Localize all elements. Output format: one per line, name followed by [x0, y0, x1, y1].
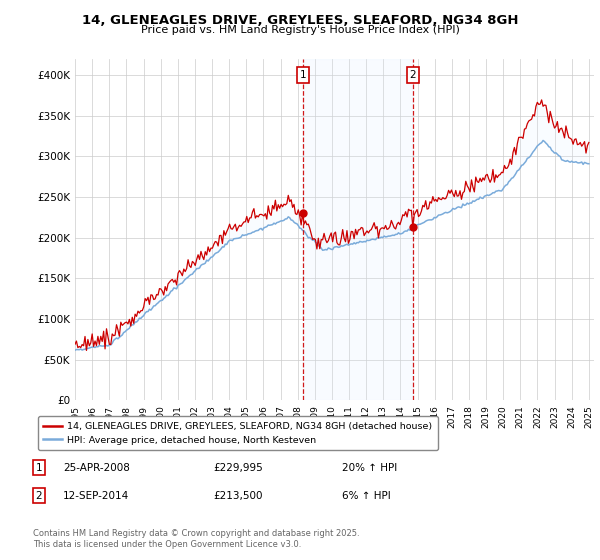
Text: 14, GLENEAGLES DRIVE, GREYLEES, SLEAFORD, NG34 8GH: 14, GLENEAGLES DRIVE, GREYLEES, SLEAFORD… — [82, 14, 518, 27]
Text: Price paid vs. HM Land Registry's House Price Index (HPI): Price paid vs. HM Land Registry's House … — [140, 25, 460, 35]
Bar — [303, 59, 413, 400]
Legend: 14, GLENEAGLES DRIVE, GREYLEES, SLEAFORD, NG34 8GH (detached house), HPI: Averag: 14, GLENEAGLES DRIVE, GREYLEES, SLEAFORD… — [38, 416, 438, 450]
Text: £213,500: £213,500 — [213, 491, 263, 501]
Text: 1: 1 — [35, 463, 43, 473]
Text: 2: 2 — [35, 491, 43, 501]
Text: 12-SEP-2014: 12-SEP-2014 — [63, 491, 129, 501]
Text: 2: 2 — [409, 70, 416, 80]
Text: 6% ↑ HPI: 6% ↑ HPI — [342, 491, 391, 501]
Text: Contains HM Land Registry data © Crown copyright and database right 2025.
This d: Contains HM Land Registry data © Crown c… — [33, 529, 359, 549]
Text: £229,995: £229,995 — [213, 463, 263, 473]
Text: 20% ↑ HPI: 20% ↑ HPI — [342, 463, 397, 473]
Text: 25-APR-2008: 25-APR-2008 — [63, 463, 130, 473]
Text: 1: 1 — [299, 70, 306, 80]
